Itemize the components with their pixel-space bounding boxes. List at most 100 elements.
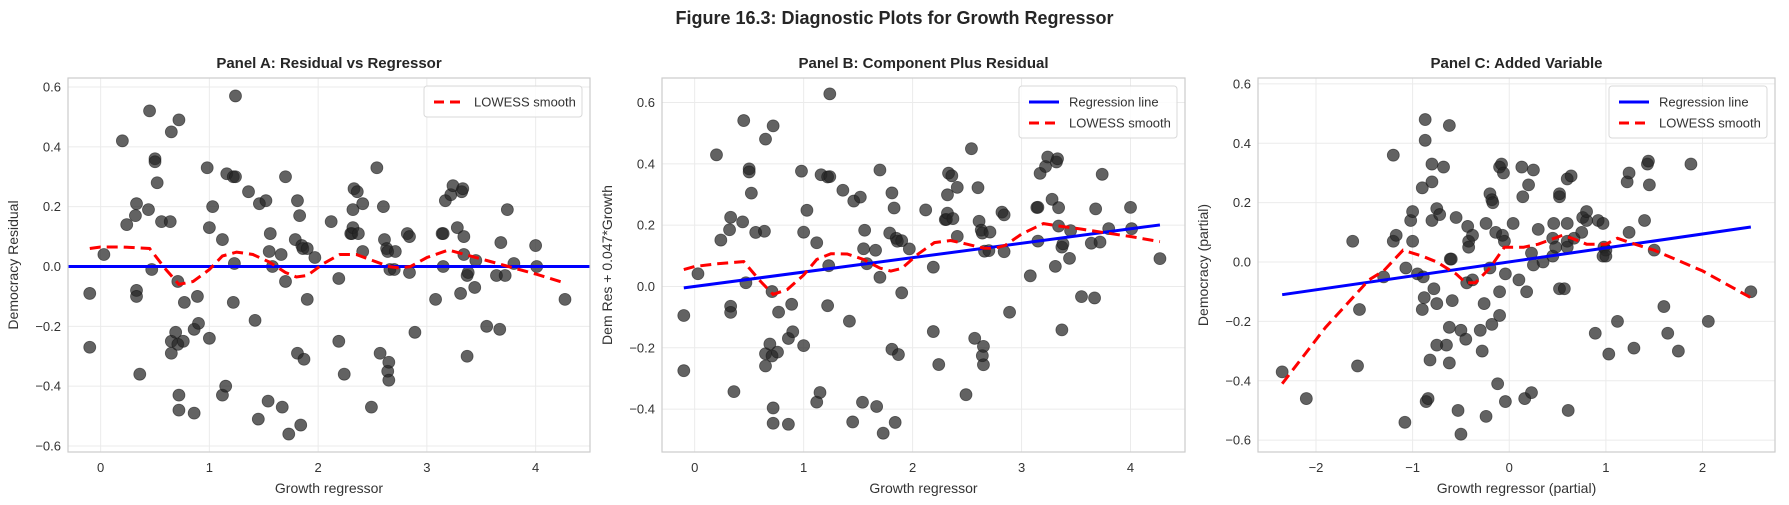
y-tick-label: 0.4 <box>1233 136 1251 151</box>
data-point <box>1512 273 1526 287</box>
data-point <box>130 290 143 303</box>
data-point <box>1491 377 1505 391</box>
data-point <box>977 358 990 372</box>
data-point <box>1580 205 1593 218</box>
data-point <box>926 260 940 274</box>
data-point <box>1611 314 1624 328</box>
data-point <box>219 379 233 393</box>
data-point <box>191 290 204 303</box>
data-point <box>1477 297 1491 310</box>
data-point <box>858 223 872 237</box>
data-point <box>346 203 360 217</box>
data-point <box>1520 285 1534 299</box>
data-point <box>736 215 750 229</box>
data-point <box>977 339 990 353</box>
data-point <box>1622 166 1636 180</box>
data-point <box>450 221 464 235</box>
data-point <box>1386 148 1400 162</box>
data-point <box>885 186 899 200</box>
data-point <box>1427 282 1441 296</box>
legend: Regression line LOWESS smooth <box>1608 85 1768 139</box>
data-point <box>1557 282 1571 296</box>
data-point <box>1075 290 1088 304</box>
data-point <box>1527 163 1540 177</box>
data-point <box>945 169 959 183</box>
legend-label: LOWESS smooth <box>1659 116 1761 131</box>
data-point <box>895 286 909 300</box>
data-point <box>1486 196 1500 210</box>
legend-box <box>1018 85 1178 139</box>
data-point <box>206 200 220 214</box>
data-point <box>1498 267 1512 281</box>
data-point <box>1498 395 1512 408</box>
data-point <box>294 418 308 432</box>
lowess-curve <box>1281 233 1752 385</box>
data-point <box>1515 160 1529 174</box>
data-point <box>1627 341 1641 355</box>
data-point <box>1473 323 1487 337</box>
data-point <box>785 297 799 311</box>
data-point <box>1353 303 1366 316</box>
data-point <box>766 401 780 415</box>
data-point <box>836 183 850 197</box>
data-point <box>846 415 860 429</box>
data-point <box>460 349 474 363</box>
data-point <box>300 293 314 306</box>
data-point <box>971 181 985 195</box>
data-point <box>365 400 378 414</box>
y-tick-label: −0.6 <box>35 439 61 454</box>
data-point <box>494 236 508 249</box>
data-point <box>274 248 288 261</box>
data-point <box>772 305 785 319</box>
data-point <box>429 293 442 306</box>
data-point <box>291 194 304 208</box>
data-point <box>493 322 507 336</box>
data-point <box>758 224 771 238</box>
data-point <box>376 200 390 214</box>
data-point <box>177 295 191 309</box>
data-point <box>1497 166 1510 180</box>
data-point <box>1093 235 1107 249</box>
data-point <box>1638 214 1651 227</box>
data-point <box>324 215 338 229</box>
data-point <box>143 104 156 118</box>
data-point <box>1493 309 1506 322</box>
data-point <box>887 201 901 215</box>
data-point <box>1095 167 1109 181</box>
data-point <box>823 87 837 101</box>
data-point <box>932 358 946 371</box>
data-point <box>1642 178 1656 192</box>
data-point <box>142 203 155 217</box>
x-tick-label: 4 <box>1127 460 1134 475</box>
data-point <box>1599 249 1613 263</box>
data-point <box>164 125 178 139</box>
data-point <box>461 266 475 279</box>
data-point <box>856 395 869 409</box>
data-point <box>350 185 364 199</box>
regression-line <box>683 223 1161 290</box>
data-point <box>1440 338 1453 352</box>
data-point <box>1406 234 1420 248</box>
x-axis-label: Growth regressor <box>275 480 383 496</box>
x-tick-label: 1 <box>1602 460 1609 475</box>
data-point <box>1051 152 1064 166</box>
data-point <box>370 161 384 175</box>
data-point <box>259 194 273 208</box>
data-point <box>148 155 162 169</box>
legend-label: LOWESS smooth <box>1069 116 1171 131</box>
data-point <box>737 114 751 127</box>
data-point <box>1493 285 1506 299</box>
data-point <box>1389 228 1403 242</box>
data-point <box>300 242 314 255</box>
data-point <box>1418 113 1432 126</box>
data-point <box>1023 269 1037 283</box>
data-point <box>83 287 97 300</box>
data-point <box>677 364 691 378</box>
data-point <box>1415 303 1429 316</box>
legend-label: Regression line <box>1069 95 1159 110</box>
data-point <box>229 89 242 103</box>
data-point <box>242 185 255 199</box>
data-point <box>727 385 741 399</box>
data-point <box>308 251 322 264</box>
data-point <box>172 403 186 417</box>
